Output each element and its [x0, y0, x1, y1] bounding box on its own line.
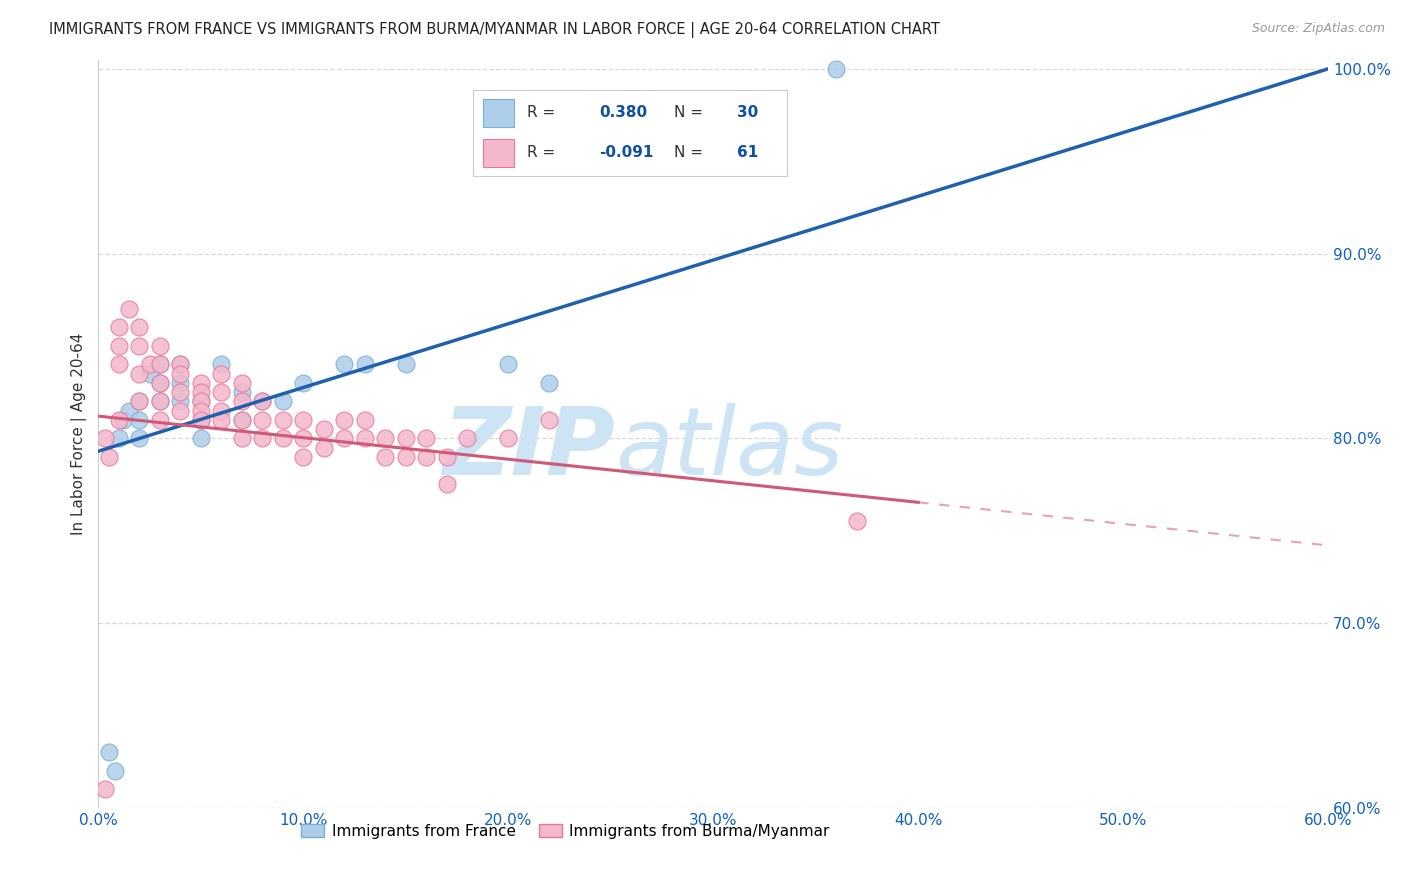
Point	[190, 403, 212, 417]
Point	[292, 413, 315, 427]
Point	[292, 376, 315, 390]
Point	[395, 358, 418, 372]
Point	[333, 358, 356, 372]
Point	[118, 403, 141, 417]
Point	[209, 367, 232, 381]
Point	[415, 450, 437, 464]
Point	[138, 358, 160, 372]
Point	[190, 431, 212, 445]
Point	[169, 385, 191, 400]
Point	[190, 385, 212, 400]
Point	[149, 394, 172, 409]
Point	[231, 394, 253, 409]
Point	[374, 431, 396, 445]
Point	[498, 431, 520, 445]
Point	[149, 358, 172, 372]
Point	[128, 367, 150, 381]
Point	[436, 477, 458, 491]
Legend: Immigrants from France, Immigrants from Burma/Myanmar: Immigrants from France, Immigrants from …	[295, 818, 837, 845]
Point	[108, 431, 131, 445]
Point	[271, 413, 294, 427]
Point	[128, 394, 150, 409]
Point	[190, 394, 212, 409]
Point	[333, 431, 356, 445]
Point	[169, 358, 191, 372]
Point	[108, 320, 131, 334]
Point	[149, 358, 172, 372]
Y-axis label: In Labor Force | Age 20-64: In Labor Force | Age 20-64	[72, 333, 87, 535]
Point	[108, 339, 131, 353]
Point	[538, 413, 561, 427]
Point	[252, 413, 274, 427]
Point	[209, 403, 232, 417]
Point	[118, 301, 141, 316]
Point	[190, 413, 212, 427]
Point	[190, 376, 212, 390]
Point	[231, 376, 253, 390]
Point	[108, 358, 131, 372]
Point	[252, 394, 274, 409]
Point	[333, 413, 356, 427]
Point	[169, 358, 191, 372]
Point	[825, 62, 848, 76]
Point	[498, 358, 520, 372]
Point	[845, 515, 868, 529]
Point	[97, 745, 120, 759]
Point	[271, 394, 294, 409]
Point	[149, 376, 172, 390]
Point	[353, 358, 375, 372]
Point	[271, 431, 294, 445]
Point	[149, 339, 172, 353]
Point	[104, 764, 127, 778]
Point	[149, 413, 172, 427]
Point	[209, 358, 232, 372]
Point	[252, 431, 274, 445]
Point	[128, 413, 150, 427]
Point	[353, 431, 375, 445]
Text: atlas: atlas	[614, 403, 844, 494]
Point	[169, 394, 191, 409]
Text: Source: ZipAtlas.com: Source: ZipAtlas.com	[1251, 22, 1385, 36]
Text: ZIP: ZIP	[441, 402, 614, 495]
Point	[93, 431, 115, 445]
Point	[97, 450, 120, 464]
Point	[395, 431, 418, 445]
Point	[312, 441, 335, 455]
Point	[415, 431, 437, 445]
Point	[108, 413, 131, 427]
Point	[209, 385, 232, 400]
Point	[231, 385, 253, 400]
Point	[128, 320, 150, 334]
Point	[111, 413, 134, 427]
Point	[292, 450, 315, 464]
Point	[169, 376, 191, 390]
Point	[128, 339, 150, 353]
Point	[149, 394, 172, 409]
Point	[292, 431, 315, 445]
Point	[395, 450, 418, 464]
Point	[190, 413, 212, 427]
Point	[128, 394, 150, 409]
Point	[231, 413, 253, 427]
Point	[190, 394, 212, 409]
Point	[456, 431, 478, 445]
Point	[169, 367, 191, 381]
Point	[169, 403, 191, 417]
Point	[231, 413, 253, 427]
Point	[209, 413, 232, 427]
Point	[353, 413, 375, 427]
Point	[128, 431, 150, 445]
Point	[149, 376, 172, 390]
Point	[538, 376, 561, 390]
Point	[312, 422, 335, 436]
Text: IMMIGRANTS FROM FRANCE VS IMMIGRANTS FROM BURMA/MYANMAR IN LABOR FORCE | AGE 20-: IMMIGRANTS FROM FRANCE VS IMMIGRANTS FRO…	[49, 22, 941, 38]
Point	[93, 782, 115, 797]
Point	[231, 431, 253, 445]
Point	[138, 367, 160, 381]
Point	[436, 450, 458, 464]
Point	[252, 394, 274, 409]
Point	[374, 450, 396, 464]
